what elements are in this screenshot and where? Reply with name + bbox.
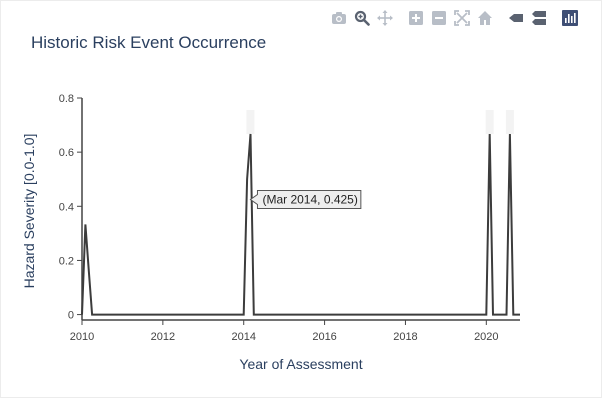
- y-tick-label: 0.8: [59, 93, 74, 105]
- y-axis-title: Hazard Severity [0.0-1.0]: [21, 134, 37, 289]
- x-tick-label: 2012: [151, 331, 175, 343]
- pan-icon[interactable]: [376, 9, 394, 27]
- plotly-logo-icon[interactable]: [561, 9, 579, 27]
- chart-title: Historic Risk Event Occurrence: [31, 33, 267, 52]
- series-line: [81, 133, 520, 316]
- hover-box: [249, 190, 362, 210]
- peak-highlights: [246, 110, 514, 135]
- y-tick-label: 0: [68, 310, 74, 322]
- x-tick-label: 2010: [70, 331, 94, 343]
- y-tick-label: 0.2: [59, 255, 74, 267]
- zoom-in-icon[interactable]: [407, 9, 425, 27]
- axes: 2010 2012 2014 2016 2018 2020 0 0.2 0.4 0.6 0.8: [59, 93, 520, 343]
- x-tick-label: 2014: [231, 331, 255, 343]
- x-tick-label: 2016: [312, 331, 336, 343]
- spike-lines-icon[interactable]: [507, 9, 525, 27]
- camera-icon[interactable]: [330, 9, 348, 27]
- zoom-out-icon[interactable]: [430, 9, 448, 27]
- peak-glow: [505, 110, 514, 135]
- zoom-icon[interactable]: [353, 9, 371, 27]
- modebar: [330, 9, 584, 27]
- x-tick-label: 2020: [474, 331, 498, 343]
- peak-glow: [246, 110, 255, 135]
- y-tick-label: 0.6: [59, 147, 74, 159]
- x-tick-label: 2018: [393, 331, 417, 343]
- y-tick-label: 0.4: [59, 201, 74, 213]
- x-axis-title: Year of Assessment: [239, 356, 362, 372]
- compare-hover-icon[interactable]: [530, 9, 548, 27]
- hover-tooltip: (Mar 2014, 0.425): [249, 190, 362, 210]
- reset-axes-icon[interactable]: [476, 9, 494, 27]
- peak-glow: [485, 110, 494, 135]
- autoscale-icon[interactable]: [453, 9, 471, 27]
- hover-label: (Mar 2014, 0.425): [262, 193, 357, 207]
